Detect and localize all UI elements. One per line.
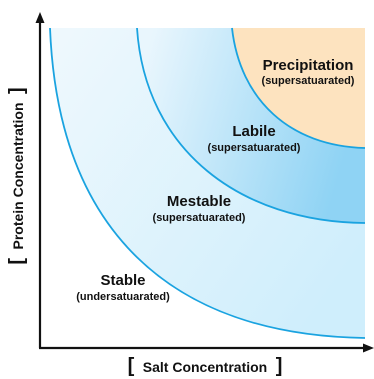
solubility-curve xyxy=(49,27,366,339)
labile-label: Labile xyxy=(232,123,275,140)
x-axis-bracket-close: ] xyxy=(276,355,283,377)
precipitation-sublabel: (supersatuarated) xyxy=(262,75,355,87)
y-axis-bracket-close: ] xyxy=(6,87,28,94)
x-axis-label-group: [ Salt Concentration ] xyxy=(128,355,283,377)
x-axis-label: Salt Concentration xyxy=(143,359,267,375)
x-axis-bracket-open: [ xyxy=(128,355,135,377)
supersolubility-curve xyxy=(136,27,366,224)
y-axis-arrow-icon xyxy=(35,12,45,23)
labile-sublabel: (supersatuarated) xyxy=(208,142,301,154)
x-axis-arrow-icon xyxy=(363,343,374,353)
mestable-label: Mestable xyxy=(167,193,231,210)
mestable-sublabel: (supersatuarated) xyxy=(153,212,246,224)
precipitation-region xyxy=(232,28,365,148)
stable-label: Stable xyxy=(100,272,145,289)
y-axis-label: Protein Concentration xyxy=(10,102,26,249)
precipitation-curve xyxy=(231,27,366,149)
y-axis-label-group: [ Protein Concentration ] xyxy=(6,87,28,264)
stable-sublabel: (undersatuarated) xyxy=(76,291,170,303)
precipitation-label: Precipitation xyxy=(263,57,354,74)
y-axis-bracket-open: [ xyxy=(6,258,28,265)
